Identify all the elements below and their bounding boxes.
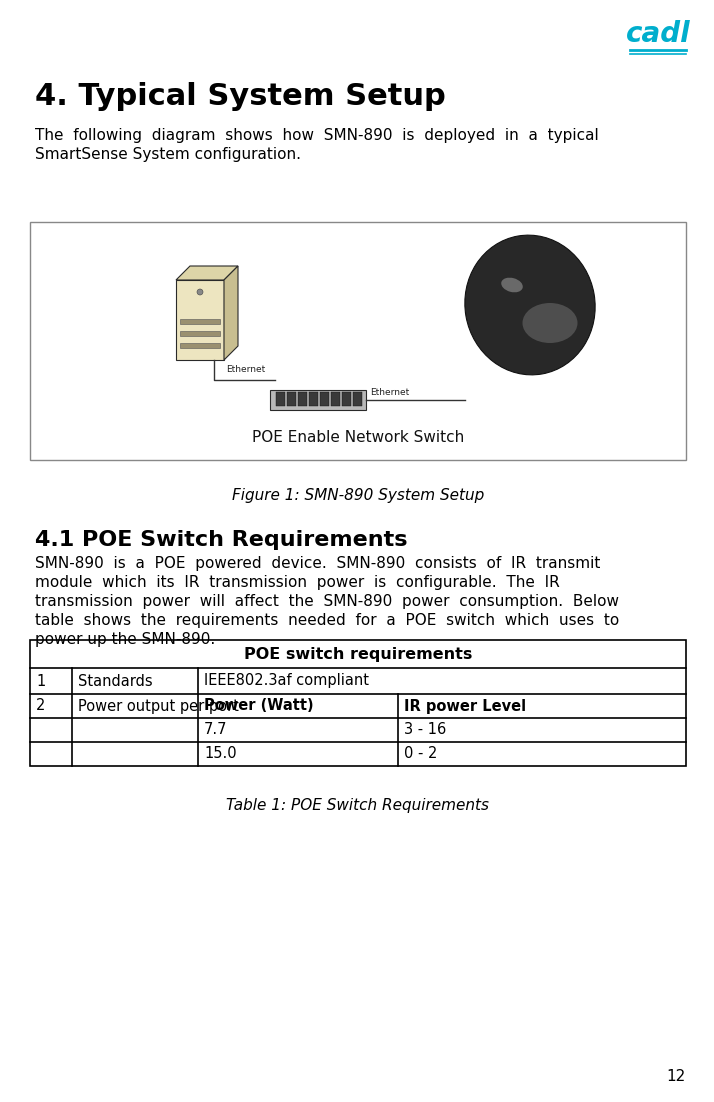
Ellipse shape: [465, 235, 595, 375]
Bar: [320, 392, 329, 406]
Text: Figure 1: SMN-890 System Setup: Figure 1: SMN-890 System Setup: [232, 488, 484, 503]
Text: cadl: cadl: [625, 20, 690, 48]
Text: 1: 1: [36, 673, 45, 689]
Text: The  following  diagram  shows  how  SMN-890  is  deployed  in  a  typical: The following diagram shows how SMN-890 …: [35, 128, 599, 143]
Text: SmartSense System configuration.: SmartSense System configuration.: [35, 147, 301, 162]
Bar: [287, 392, 296, 406]
Text: SMN-890  is  a  POE  powered  device.  SMN-890  consists  of  IR  transmit: SMN-890 is a POE powered device. SMN-890…: [35, 557, 600, 571]
Text: POE Enable Network Switch: POE Enable Network Switch: [252, 431, 464, 445]
Polygon shape: [176, 266, 238, 280]
Bar: [180, 343, 220, 348]
Text: Power (Watt): Power (Watt): [204, 699, 313, 713]
Polygon shape: [224, 266, 238, 360]
Bar: [342, 392, 351, 406]
Text: Power output per port: Power output per port: [78, 699, 239, 713]
Bar: [298, 392, 307, 406]
Text: 7.7: 7.7: [204, 723, 228, 737]
Text: Ethernet: Ethernet: [370, 388, 409, 397]
Text: 2: 2: [36, 699, 46, 713]
Circle shape: [197, 289, 203, 295]
Text: 15.0: 15.0: [204, 746, 236, 761]
Bar: [276, 392, 285, 406]
Text: Ethernet: Ethernet: [226, 365, 265, 374]
Text: IEEE802.3af compliant: IEEE802.3af compliant: [204, 673, 369, 689]
Bar: [30, 222, 686, 460]
Ellipse shape: [501, 278, 523, 292]
Text: 3 - 16: 3 - 16: [404, 723, 446, 737]
Text: power up the SMN-890.: power up the SMN-890.: [35, 633, 215, 647]
Text: IR power Level: IR power Level: [404, 699, 526, 713]
Bar: [180, 318, 220, 324]
Text: POE switch requirements: POE switch requirements: [243, 647, 472, 661]
Bar: [270, 390, 366, 410]
Text: Table 1: POE Switch Requirements: Table 1: POE Switch Requirements: [226, 798, 490, 813]
Bar: [331, 392, 340, 406]
Text: table  shows  the  requirements  needed  for  a  POE  switch  which  uses  to: table shows the requirements needed for …: [35, 613, 619, 628]
Text: 12: 12: [667, 1069, 686, 1084]
Text: 4.1 POE Switch Requirements: 4.1 POE Switch Requirements: [35, 530, 408, 550]
Ellipse shape: [523, 303, 578, 343]
Bar: [30, 640, 686, 766]
Bar: [309, 392, 318, 406]
Bar: [180, 331, 220, 336]
Text: Standards: Standards: [78, 673, 153, 689]
Text: transmission  power  will  affect  the  SMN-890  power  consumption.  Below: transmission power will affect the SMN-8…: [35, 594, 619, 609]
Text: module  which  its  IR  transmission  power  is  configurable.  The  IR: module which its IR transmission power i…: [35, 575, 560, 590]
Text: 4. Typical System Setup: 4. Typical System Setup: [35, 82, 446, 111]
Bar: [353, 392, 362, 406]
Text: 0 - 2: 0 - 2: [404, 746, 438, 761]
Polygon shape: [176, 280, 224, 360]
